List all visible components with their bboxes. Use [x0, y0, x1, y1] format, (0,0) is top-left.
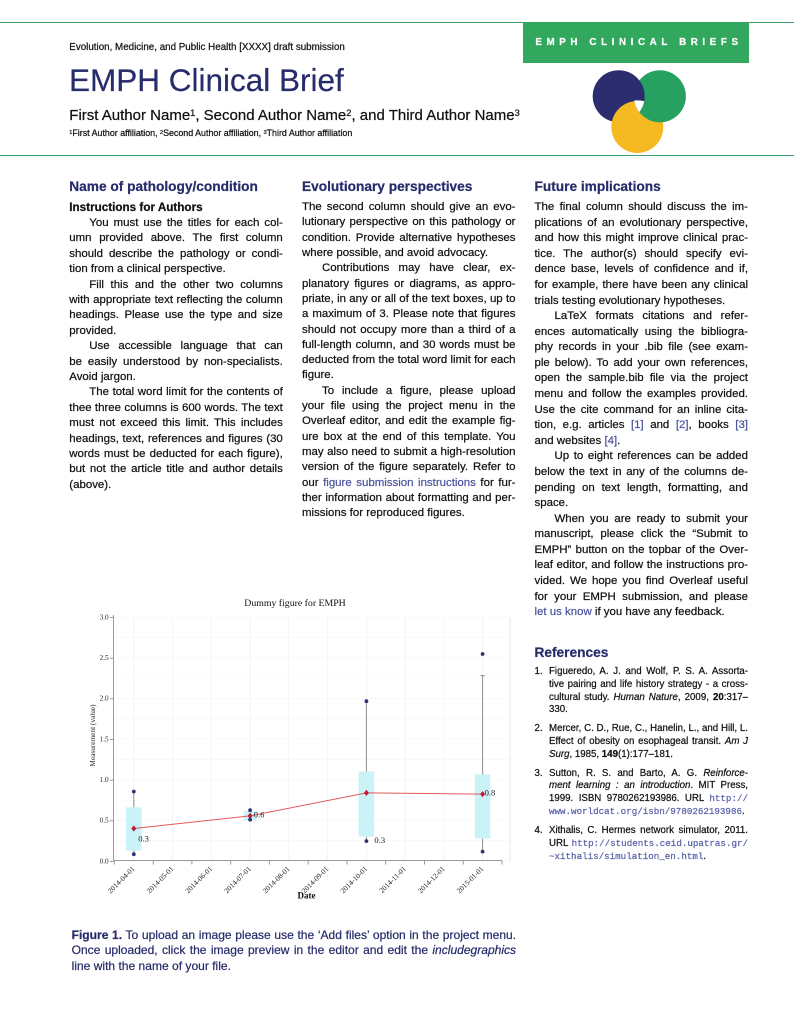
svg-text:1.5: 1.5: [100, 735, 109, 743]
svg-text:Measurement (value): Measurement (value): [88, 704, 97, 767]
svg-text:Dummy figure for EMPH: Dummy figure for EMPH: [244, 598, 346, 609]
svg-text:2014-11-01: 2014-11-01: [377, 864, 408, 895]
svg-text:0.8: 0.8: [485, 787, 496, 797]
svg-text:Date: Date: [298, 890, 316, 900]
svg-text:2.5: 2.5: [100, 654, 109, 662]
svg-text:2014-04-01: 2014-04-01: [106, 864, 137, 895]
svg-text:2.0: 2.0: [100, 695, 109, 703]
svg-text:0.6: 0.6: [254, 810, 265, 820]
svg-text:2014-12-01: 2014-12-01: [416, 864, 447, 895]
svg-text:0.3: 0.3: [374, 835, 385, 845]
svg-text:3.0: 3.0: [100, 613, 109, 621]
svg-text:2015-01-01: 2015-01-01: [455, 864, 486, 895]
svg-text:1.0: 1.0: [100, 776, 109, 784]
svg-text:2014-06-01: 2014-06-01: [183, 864, 214, 895]
svg-text:0.3: 0.3: [138, 834, 149, 844]
svg-text:2014-05-01: 2014-05-01: [145, 864, 176, 895]
svg-text:2014-07-01: 2014-07-01: [222, 864, 253, 895]
svg-text:0.5: 0.5: [100, 817, 109, 825]
svg-text:0.0: 0.0: [100, 857, 109, 865]
svg-text:2014-10-01: 2014-10-01: [338, 864, 369, 895]
svg-text:2014-08-01: 2014-08-01: [261, 864, 292, 895]
